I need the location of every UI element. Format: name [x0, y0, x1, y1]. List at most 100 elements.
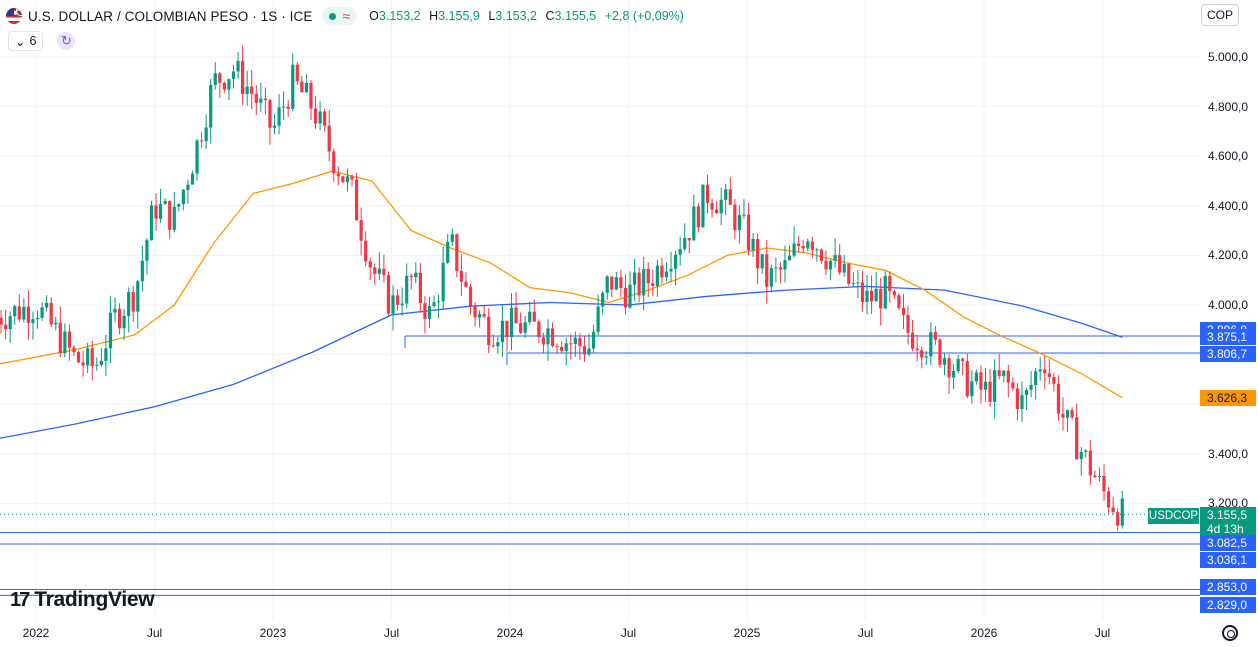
candle-down: [1106, 491, 1111, 508]
candle-up: [806, 241, 810, 249]
symbol-title[interactable]: U.S. DOLLAR / COLOMBIAN PESO · 1S · ICE: [28, 8, 313, 24]
candle-up: [31, 319, 35, 324]
candle-down: [997, 370, 1001, 377]
candle-down: [368, 261, 372, 268]
price-label-tag: 3.036,1: [1200, 552, 1256, 569]
open-label: O: [369, 9, 379, 23]
settings-gear-icon[interactable]: [1222, 625, 1238, 641]
candle-down: [532, 311, 536, 322]
candle-up: [683, 238, 687, 250]
candle-up: [427, 306, 432, 320]
y-tick-label: 4.000,0: [1208, 298, 1249, 312]
last-price-tag: 3.155,5 4d 13h: [1200, 507, 1256, 538]
x-tick-label: Jul: [146, 626, 163, 640]
candle-up: [113, 308, 117, 313]
colombia-flag-icon: [16, 8, 22, 16]
candle-up: [391, 295, 395, 314]
candle-down: [746, 214, 751, 251]
currency-button[interactable]: COP: [1201, 4, 1239, 26]
candle-up: [136, 281, 140, 312]
candle-down: [1116, 512, 1120, 526]
candle-up: [496, 342, 500, 347]
wave-icon: ≈: [342, 8, 351, 24]
candle-down: [409, 275, 413, 278]
candle-down: [241, 61, 245, 95]
candle-down: [168, 201, 172, 230]
candle-down: [327, 125, 331, 152]
candle-down: [901, 307, 906, 315]
candle-up: [104, 348, 108, 361]
candle-up: [1020, 395, 1024, 410]
candle-down: [888, 275, 892, 292]
x-tick-label: 2023: [259, 626, 287, 640]
candle-up: [227, 79, 231, 90]
candle-down: [76, 352, 81, 363]
candle-down: [1088, 450, 1092, 476]
candle-down: [263, 98, 268, 101]
candle-down: [1061, 413, 1065, 418]
candle-up: [236, 61, 240, 72]
close-label: C: [545, 9, 555, 23]
candle-down: [199, 140, 204, 142]
price-label-tag: 3.082,5: [1200, 534, 1256, 551]
candle-down: [756, 238, 760, 269]
price-label-tag: 3.875,1: [1200, 328, 1256, 345]
refresh-icon[interactable]: ↻: [57, 32, 76, 50]
candle-up: [291, 64, 295, 109]
candle-up: [304, 83, 309, 93]
change-value: +2,8 (+0,09%): [604, 9, 684, 23]
candle-down: [801, 245, 805, 249]
candle-up: [1065, 410, 1070, 418]
candle-up: [523, 322, 527, 333]
candle-down: [619, 277, 623, 288]
chart-area[interactable]: [0, 0, 1200, 620]
candle-up: [769, 268, 773, 287]
candle-up: [760, 254, 764, 269]
candle-up: [942, 358, 947, 365]
candle-down: [915, 348, 919, 351]
candle-down: [17, 306, 21, 320]
candle-down: [778, 267, 783, 270]
candle-down: [154, 205, 158, 219]
candle-down: [1043, 369, 1047, 374]
price-label-tag: 2.853,0: [1200, 579, 1256, 596]
y-tick-label: 5.000,0: [1208, 50, 1249, 64]
candle-up: [1120, 498, 1124, 526]
candle-up: [596, 306, 600, 332]
candle-up: [272, 125, 277, 128]
candle-up: [432, 302, 436, 307]
candle-down: [505, 320, 509, 338]
candle-up: [833, 255, 837, 261]
indicator-row: ⌄ 6 ↻: [8, 31, 76, 51]
candle-up: [441, 262, 445, 302]
candle-up: [842, 264, 846, 273]
candle-up: [719, 199, 723, 214]
candle-down: [765, 254, 769, 287]
price-chart[interactable]: [0, 0, 1200, 620]
candle-down: [1047, 373, 1051, 378]
candle-up: [277, 107, 281, 126]
candle-up: [181, 189, 185, 205]
candle-up: [140, 260, 144, 282]
candle-up: [1097, 476, 1102, 478]
candle-up: [1002, 370, 1006, 377]
tradingview-watermark[interactable]: 17 TradingView: [10, 588, 155, 612]
candle-down: [892, 291, 896, 296]
candle-up: [673, 254, 678, 269]
indicator-count: 6: [29, 34, 37, 48]
candle-down: [332, 151, 336, 174]
candle-down: [710, 202, 714, 210]
candle-up: [86, 348, 90, 366]
open-value: 3.153,2: [378, 9, 421, 23]
x-tick-label: Jul: [1094, 626, 1111, 640]
candle-up: [40, 307, 44, 318]
indicators-collapse-button[interactable]: ⌄ 6: [8, 31, 44, 51]
candle-down: [569, 343, 573, 345]
candle-up: [99, 360, 103, 365]
candle-up: [737, 215, 742, 231]
candle-up: [952, 371, 956, 378]
candle-down: [660, 265, 664, 278]
candle-down: [838, 255, 842, 273]
market-status-badge[interactable]: ≈: [322, 7, 358, 25]
candle-up: [204, 127, 208, 142]
